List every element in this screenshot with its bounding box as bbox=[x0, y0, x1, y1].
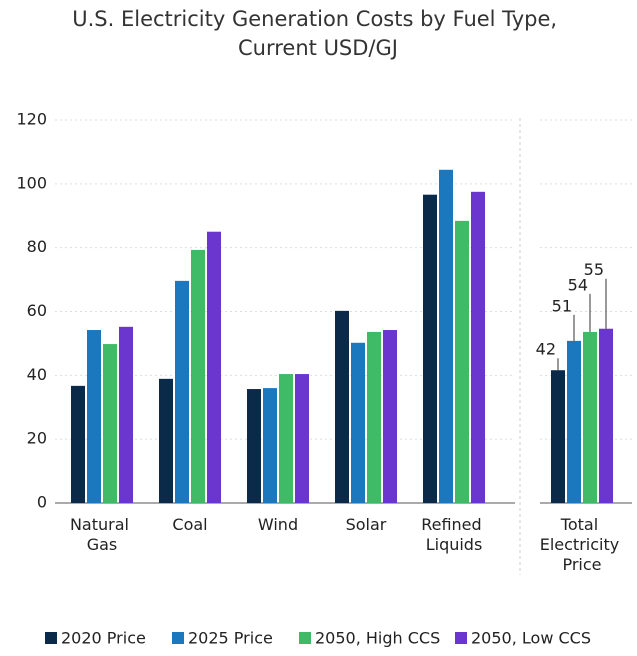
legend-label: 2050, High CCS bbox=[315, 629, 440, 648]
legend-swatch bbox=[172, 632, 184, 644]
x-tick-label: Solar bbox=[346, 515, 387, 534]
bar bbox=[119, 326, 133, 503]
bar bbox=[175, 280, 189, 503]
y-tick-label: 120 bbox=[16, 110, 47, 129]
bar bbox=[351, 342, 365, 503]
bar bbox=[207, 231, 221, 504]
bar bbox=[87, 330, 101, 503]
y-tick-label: 80 bbox=[27, 237, 47, 256]
data-label: 55 bbox=[584, 260, 604, 279]
bar bbox=[279, 374, 293, 503]
legend-swatch bbox=[455, 632, 467, 644]
data-label: 51 bbox=[552, 296, 572, 315]
y-tick-label: 20 bbox=[27, 429, 47, 448]
bar bbox=[567, 340, 581, 503]
bar bbox=[191, 249, 205, 503]
bar bbox=[247, 389, 261, 503]
bar bbox=[263, 388, 277, 503]
legend-swatch bbox=[45, 632, 57, 644]
bar bbox=[423, 194, 437, 503]
bar bbox=[367, 331, 381, 503]
data-label: 42 bbox=[536, 340, 556, 359]
bar bbox=[471, 191, 485, 503]
bar bbox=[455, 220, 469, 503]
x-tick-label: Coal bbox=[172, 515, 207, 534]
bar bbox=[383, 330, 397, 503]
bar bbox=[439, 169, 453, 504]
x-tick-label: Refined Liquids bbox=[421, 515, 487, 554]
bar bbox=[295, 374, 309, 503]
y-tick-label: 100 bbox=[16, 173, 47, 192]
bar bbox=[159, 378, 173, 503]
bar bbox=[335, 310, 349, 503]
legend-swatch bbox=[299, 632, 311, 644]
legend-label: 2050, Low CCS bbox=[471, 629, 591, 648]
bar bbox=[583, 331, 597, 503]
bar bbox=[103, 344, 117, 503]
legend-label: 2020 Price bbox=[61, 629, 146, 648]
bar bbox=[599, 328, 613, 503]
data-label: 54 bbox=[568, 275, 588, 294]
x-tick-label: Natural Gas bbox=[70, 515, 134, 554]
y-tick-label: 0 bbox=[37, 493, 47, 512]
bar bbox=[71, 385, 85, 503]
y-tick-label: 60 bbox=[27, 301, 47, 320]
chart-title: U.S. Electricity Generation Costs by Fue… bbox=[72, 7, 564, 60]
legend-label: 2025 Price bbox=[188, 629, 273, 648]
bar bbox=[551, 370, 565, 503]
y-tick-label: 40 bbox=[27, 365, 47, 384]
x-tick-label: Total Electricity Price bbox=[540, 515, 625, 574]
x-tick-label: Wind bbox=[258, 515, 298, 534]
